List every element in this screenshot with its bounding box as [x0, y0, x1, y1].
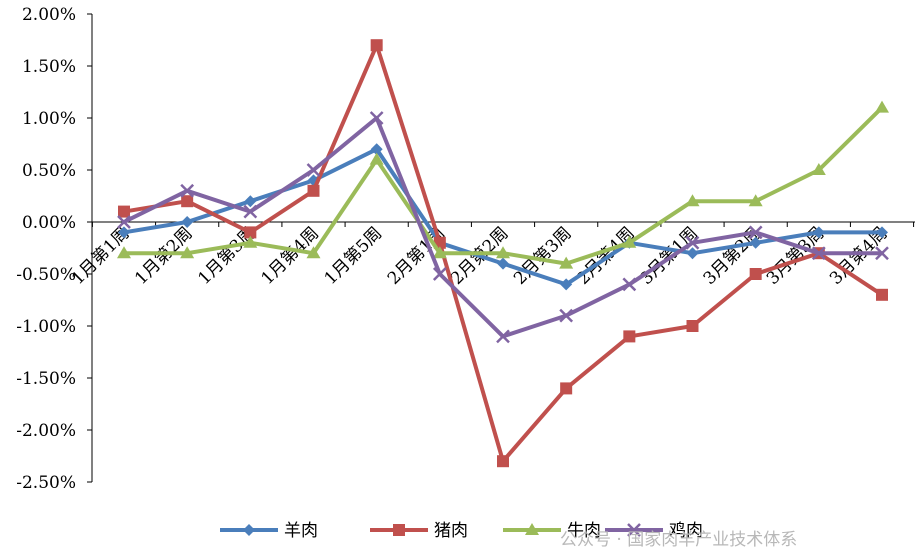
data-point	[748, 194, 763, 207]
legend-marker	[393, 524, 405, 536]
data-point	[432, 267, 447, 281]
x-axis-ticks: 1月第1周1月第2周1月第3周1月第4周1月第5周2月第1周2月第2周2月第3周…	[68, 222, 915, 289]
x-marker-stroke	[811, 246, 826, 261]
data-point	[370, 143, 383, 156]
x-marker-stroke	[875, 246, 889, 261]
data-point	[496, 246, 510, 259]
x-marker-stroke	[432, 267, 447, 281]
x-marker-stroke	[117, 215, 131, 229]
x-marker-stroke	[627, 523, 641, 537]
x-marker-stroke	[306, 163, 321, 177]
y-tick-label: -2.00%	[16, 421, 76, 441]
data-point	[559, 308, 574, 323]
y-tick-label: -0.50%	[16, 265, 76, 285]
legend-label: 牛肉	[567, 521, 601, 541]
data-point	[497, 257, 509, 270]
data-point	[432, 246, 447, 259]
legend-item: 牛肉	[503, 521, 601, 541]
data-point	[685, 235, 700, 250]
data-point	[117, 246, 131, 259]
data-point	[117, 215, 131, 229]
data-point	[369, 111, 384, 125]
data-point	[243, 204, 258, 219]
y-tick-label: -1.50%	[16, 369, 76, 389]
data-point	[244, 226, 257, 239]
data-point	[749, 236, 762, 249]
legend-marker	[627, 523, 641, 537]
legend-item: 羊肉	[220, 521, 318, 541]
data-point	[370, 39, 383, 52]
y-tick-label: 1.50%	[22, 57, 76, 77]
data-point	[559, 256, 574, 269]
y-tick-label: 2.00%	[22, 5, 76, 25]
data-point	[811, 246, 826, 261]
y-tick-label: 0.00%	[22, 213, 76, 233]
legend-marker	[243, 524, 255, 536]
data-point	[181, 195, 194, 208]
legend-label: 猪肉	[434, 521, 468, 541]
legend-label: 羊肉	[284, 521, 318, 541]
data-point	[686, 320, 699, 332]
data-point	[369, 152, 384, 165]
data-point	[686, 247, 699, 260]
legend-item: 鸡肉	[605, 521, 703, 541]
data-point	[560, 278, 573, 291]
legend: 羊肉 猪肉 牛肉 鸡肉	[220, 521, 703, 541]
data-point	[685, 194, 700, 207]
data-point	[749, 268, 762, 280]
data-point	[181, 216, 194, 228]
data-point	[875, 246, 889, 261]
x-marker-stroke	[180, 183, 195, 198]
data-point	[622, 235, 637, 248]
x-marker-stroke	[748, 225, 763, 240]
series-1	[118, 143, 888, 291]
data-point	[497, 455, 509, 468]
watermark-text: 公众号 · 国家肉羊产业技术体系	[560, 530, 797, 550]
legend-label: 鸡肉	[669, 521, 703, 541]
y-tick-label: 0.50%	[22, 161, 76, 181]
x-marker-stroke	[622, 277, 637, 292]
x-marker-stroke	[369, 111, 384, 125]
series-group	[117, 39, 889, 468]
y-tick-label: -2.50%	[16, 473, 76, 493]
series-3	[117, 100, 889, 269]
data-point	[306, 163, 321, 177]
data-point	[243, 235, 258, 248]
data-point	[812, 226, 825, 239]
legend-item: 猪肉	[370, 521, 468, 541]
series-4	[117, 111, 889, 344]
y-axis-ticks: 2.00% 1.50% 1.00% 0.50% 0.00% -0.50% -1.00% -1.…	[16, 5, 92, 493]
legend-marker	[525, 523, 539, 535]
data-point	[876, 288, 888, 301]
data-point	[118, 205, 130, 218]
x-marker-stroke	[243, 204, 258, 219]
data-point	[876, 226, 888, 239]
x-marker-stroke	[685, 235, 700, 250]
data-point	[560, 382, 573, 395]
data-point	[496, 329, 510, 344]
data-point	[180, 183, 195, 198]
data-point	[306, 246, 321, 259]
x-marker-stroke	[496, 329, 510, 344]
x-marker-stroke	[559, 308, 574, 323]
data-point	[623, 330, 636, 343]
y-tick-label: -1.00%	[16, 317, 76, 337]
data-point	[622, 277, 637, 292]
data-point	[748, 225, 763, 240]
y-tick-label: 1.00%	[22, 109, 76, 129]
data-point	[244, 195, 257, 208]
data-point	[180, 246, 195, 259]
data-point	[875, 100, 889, 113]
x-tick-label: 1月第5周	[321, 223, 387, 289]
data-point	[811, 163, 826, 175]
data-point	[307, 184, 320, 197]
data-point	[118, 226, 130, 239]
